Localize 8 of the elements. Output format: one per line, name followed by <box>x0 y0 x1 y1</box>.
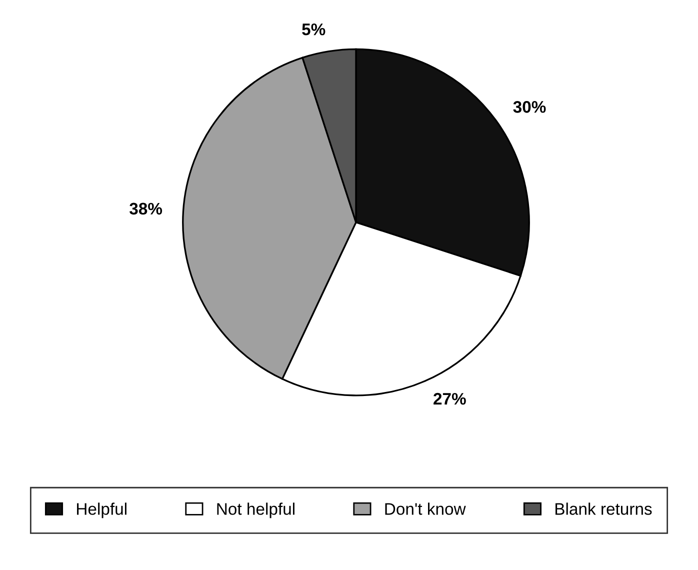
data-label: 27% <box>434 392 466 405</box>
legend-label: Blank returns <box>556 502 652 515</box>
data-label: 5% <box>302 24 326 36</box>
legend-label: Don't know <box>385 502 466 515</box>
data-label: 30% <box>513 101 546 113</box>
legend-label: Helpful <box>77 502 126 518</box>
data-label: 38% <box>130 202 162 215</box>
legend-label: Not helpful <box>217 502 294 518</box>
